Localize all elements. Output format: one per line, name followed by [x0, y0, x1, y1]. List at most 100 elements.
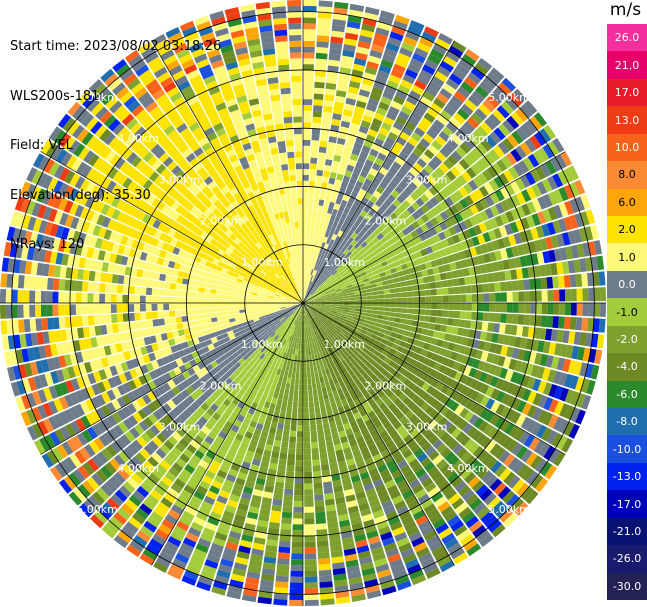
velocity-gate	[315, 412, 322, 419]
velocity-gate	[403, 378, 412, 387]
velocity-gate	[575, 273, 583, 287]
velocity-gate	[116, 284, 124, 294]
velocity-gate	[369, 321, 377, 326]
velocity-gate	[338, 72, 350, 81]
velocity-gate	[435, 151, 447, 162]
velocity-gate	[376, 21, 392, 31]
velocity-gate	[334, 286, 341, 291]
velocity-gate	[382, 434, 392, 444]
velocity-gate	[300, 320, 303, 327]
velocity-gate	[434, 475, 446, 486]
velocity-gate	[330, 260, 336, 267]
velocity-gate	[355, 161, 364, 170]
velocity-gate	[401, 146, 412, 157]
velocity-gate	[323, 270, 329, 276]
velocity-gate	[504, 97, 519, 111]
velocity-gate	[17, 274, 25, 289]
velocity-gate	[321, 369, 327, 376]
velocity-gate	[323, 100, 334, 108]
velocity-gate	[439, 211, 449, 221]
velocity-gate	[330, 292, 337, 296]
velocity-gate	[370, 44, 385, 54]
velocity-gate	[329, 171, 337, 179]
velocity-gate	[317, 272, 322, 279]
velocity-gate	[460, 467, 472, 480]
velocity-gate	[304, 599, 319, 606]
velocity-gate	[323, 330, 329, 336]
velocity-gate	[399, 340, 407, 348]
velocity-gate	[462, 267, 470, 277]
velocity-gate	[434, 167, 446, 178]
velocity-gate	[358, 89, 371, 98]
velocity-gate	[323, 362, 329, 370]
velocity-gate	[316, 210, 322, 218]
velocity-gate	[384, 398, 393, 407]
velocity-gate	[599, 303, 607, 317]
velocity-gate	[536, 366, 545, 379]
velocity-gate	[145, 295, 152, 303]
velocity-gate	[320, 303, 327, 306]
velocity-gate	[306, 366, 311, 373]
velocity-gate	[420, 248, 428, 257]
velocity-gate	[305, 326, 308, 332]
velocity-gate	[336, 312, 343, 316]
velocity-gate	[381, 280, 389, 286]
velocity-gate	[496, 105, 510, 119]
velocity-gate	[336, 342, 342, 349]
velocity-gate	[444, 435, 455, 447]
velocity-gate	[373, 406, 382, 415]
velocity-gate	[321, 315, 328, 320]
velocity-gate	[424, 430, 435, 441]
velocity-gate	[303, 64, 314, 71]
velocity-gate	[520, 123, 533, 138]
velocity-gate	[401, 335, 409, 342]
velocity-gate	[351, 172, 360, 181]
velocity-gate	[359, 248, 367, 255]
velocity-gate	[434, 214, 444, 224]
velocity-gate	[548, 399, 559, 413]
velocity-gate	[250, 297, 257, 301]
velocity-gate	[17, 289, 24, 303]
velocity-gate	[458, 250, 466, 260]
velocity-gate	[377, 373, 386, 381]
velocity-gate	[479, 210, 489, 222]
velocity-gate	[134, 277, 142, 286]
velocity-gate	[353, 242, 361, 250]
velocity-gate	[425, 200, 435, 210]
velocity-gate	[350, 239, 358, 247]
velocity-gate	[332, 438, 341, 446]
velocity-gate	[134, 286, 141, 295]
velocity-gate	[512, 291, 519, 302]
velocity-gate	[117, 275, 125, 285]
velocity-gate	[406, 285, 413, 292]
velocity-gate	[344, 257, 351, 264]
velocity-gate	[521, 402, 532, 416]
velocity-gate	[111, 274, 119, 284]
velocity-gate	[467, 72, 482, 85]
velocity-gate	[387, 484, 399, 495]
velocity-gate	[288, 442, 296, 449]
velocity-gate	[192, 309, 199, 315]
velocity-gate	[410, 428, 420, 439]
velocity-gate	[512, 303, 519, 313]
velocity-gate	[379, 328, 387, 334]
velocity-gate	[369, 195, 378, 204]
velocity-gate	[473, 502, 487, 515]
velocity-gate	[440, 109, 453, 121]
velocity-gate	[306, 319, 309, 326]
velocity-gate	[244, 306, 251, 310]
velocity-gate	[362, 114, 373, 124]
velocity-gate	[322, 287, 329, 292]
velocity-gate	[468, 442, 480, 454]
velocity-gate	[485, 457, 498, 470]
velocity-gate	[535, 477, 549, 493]
velocity-gate	[303, 11, 317, 18]
velocity-gate	[512, 460, 525, 474]
velocity-gate	[287, 400, 293, 408]
velocity-gate	[392, 121, 404, 131]
velocity-gate	[303, 58, 315, 65]
velocity-gate	[308, 304, 315, 307]
velocity-gate	[348, 310, 355, 314]
velocity-gate	[428, 540, 443, 552]
velocity-gate	[552, 138, 565, 153]
